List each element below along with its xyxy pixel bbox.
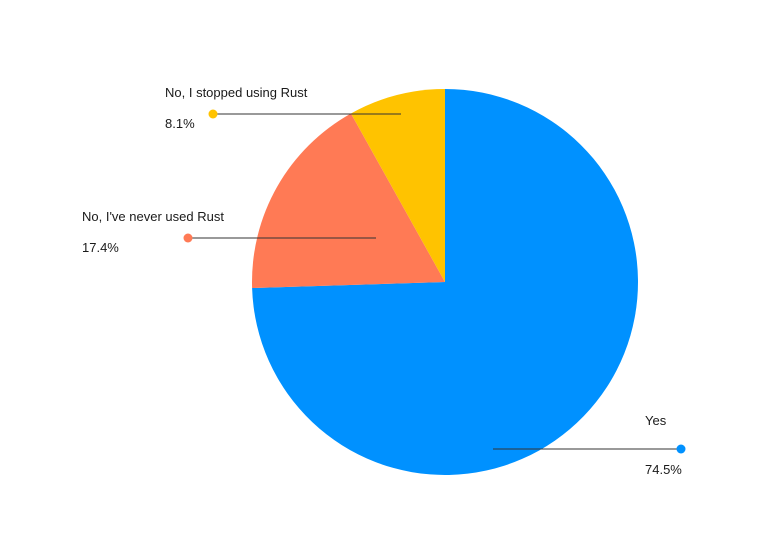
leader-dot-0 xyxy=(676,444,686,454)
slice-label-never: No, I've never used Rust xyxy=(82,209,224,224)
slice-value-never: 17.4% xyxy=(82,240,119,255)
leader-dot-1 xyxy=(183,233,193,243)
slice-label-stopped: No, I stopped using Rust xyxy=(165,85,308,100)
pie-slice-0 xyxy=(252,89,638,475)
leader-dot-2 xyxy=(208,109,218,119)
slice-value-yes: 74.5% xyxy=(645,462,682,477)
slice-value-stopped: 8.1% xyxy=(165,116,195,131)
pie-slice-1 xyxy=(251,113,445,289)
slice-label-yes: Yes xyxy=(645,413,667,428)
pie-slice-2 xyxy=(350,89,445,282)
